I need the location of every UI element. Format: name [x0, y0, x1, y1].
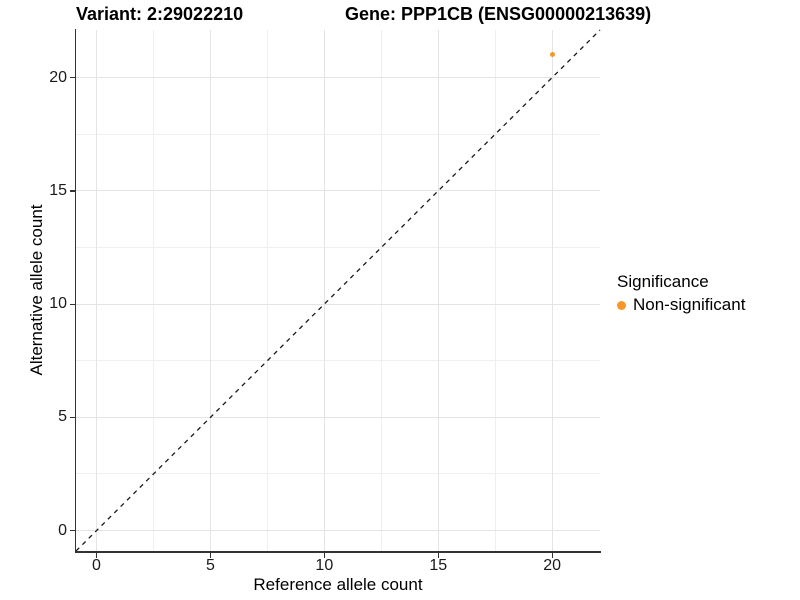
x-axis-tick [551, 552, 553, 558]
legend-key-dot-icon [617, 300, 626, 310]
y-axis-tick [69, 530, 75, 532]
y-axis-tick [69, 190, 75, 192]
plot-title-variant: Variant: 2:29022210 [76, 4, 244, 24]
x-axis-tick [209, 552, 212, 558]
gridline-minor-x [152, 30, 154, 551]
y-axis-tick-label: 10 [49, 295, 67, 313]
y-axis-tick [69, 303, 75, 305]
y-axis-title: Alternative allele count [27, 204, 46, 376]
plot-panel [75, 29, 601, 552]
gridline-major-x [209, 30, 211, 551]
gridline-major-x [96, 30, 97, 551]
x-axis-tick-label: 15 [429, 557, 448, 574]
gridline-minor-y [76, 473, 600, 475]
y-axis-line [74, 29, 76, 552]
gridline-major-y [76, 190, 600, 192]
x-axis-line [74, 551, 601, 553]
gridline-major-x [437, 30, 439, 551]
gridline-minor-x [380, 30, 382, 551]
y-axis-tick-label: 5 [58, 408, 67, 426]
legend-title: Significance [617, 272, 709, 291]
gridline-minor-y [76, 360, 600, 362]
identity-line [75, 29, 601, 552]
x-axis-tick-label: 5 [205, 557, 215, 574]
gridline-major-x [551, 30, 553, 551]
y-axis-tick-label: 15 [49, 181, 67, 199]
x-axis-tick-label: 10 [315, 557, 334, 574]
gridline-major-y [76, 303, 600, 305]
gridline-minor-x [494, 30, 496, 551]
legend-item-label: Non-significant [633, 295, 746, 314]
gridline-major-y [76, 530, 600, 532]
legend: Significance Non-significant [617, 272, 745, 315]
y-axis-tick [69, 77, 75, 79]
gridline-minor-y [76, 133, 600, 135]
x-axis-tick [437, 552, 439, 558]
gridline-major-x [323, 30, 325, 551]
data-point [549, 52, 555, 58]
gridline-minor-y [76, 246, 600, 248]
y-axis-tick-label: 0 [58, 521, 67, 539]
x-axis-tick [96, 552, 98, 558]
x-axis-tick-label: 0 [92, 557, 101, 574]
gridline-minor-x [266, 30, 268, 551]
x-axis-tick-label: 20 [543, 557, 562, 574]
x-axis-title: Reference allele count [253, 575, 423, 594]
gridline-major-y [76, 416, 600, 418]
legend-item: Non-significant [617, 295, 745, 315]
plot-title-gene: Gene: PPP1CB (ENSG00000213639) [345, 4, 652, 24]
y-axis-tick-label: 20 [49, 68, 67, 86]
x-axis-tick [323, 552, 326, 558]
gridline-major-y [76, 77, 600, 79]
legend-items: Non-significant [617, 295, 745, 315]
y-axis-tick [69, 416, 75, 419]
